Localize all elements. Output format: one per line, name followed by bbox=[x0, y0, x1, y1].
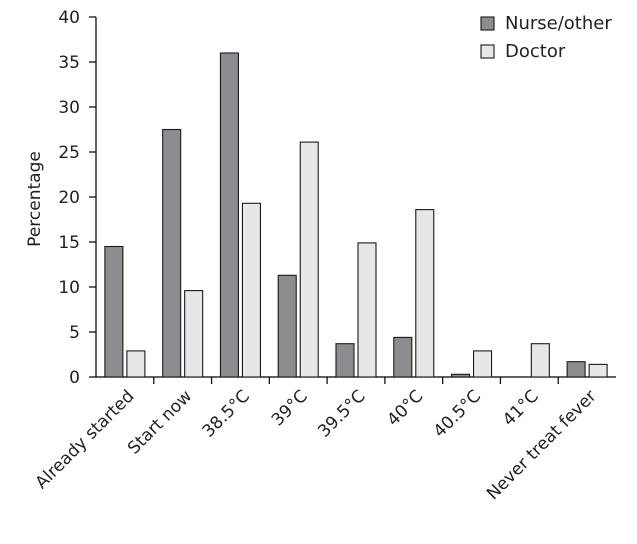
legend-label: Doctor bbox=[505, 41, 566, 62]
x-category-label: Already started bbox=[32, 386, 139, 493]
bar-doctor bbox=[126, 350, 146, 378]
bar-nurse-other bbox=[104, 245, 124, 378]
bar-doctor bbox=[357, 242, 377, 378]
y-tick-label: 35 bbox=[58, 53, 80, 73]
y-tick-label: 10 bbox=[58, 278, 80, 298]
y-axis-title: Percentage bbox=[25, 151, 45, 247]
legend-swatch bbox=[480, 16, 495, 31]
x-category-label: 38.5°C bbox=[199, 386, 254, 441]
bar-doctor bbox=[415, 209, 435, 378]
bar-doctor bbox=[530, 343, 550, 378]
x-category-label: 40.5°C bbox=[430, 386, 485, 441]
legend-swatch bbox=[480, 44, 495, 59]
bar-nurse-other bbox=[566, 361, 586, 378]
bar-nurse-other bbox=[219, 52, 239, 378]
x-category-label: 41°C bbox=[499, 386, 543, 430]
bar-doctor bbox=[299, 141, 319, 378]
legend: Nurse/other Doctor bbox=[480, 13, 612, 62]
bar-nurse-other bbox=[162, 128, 182, 378]
x-category-label: 40°C bbox=[383, 386, 427, 430]
bar-doctor bbox=[184, 290, 204, 378]
x-category-label: Never treat fever bbox=[483, 386, 601, 504]
bar-nurse-other bbox=[393, 336, 413, 378]
y-tick-label: 15 bbox=[58, 233, 80, 253]
bar-doctor bbox=[588, 363, 608, 378]
bar-nurse-other bbox=[451, 373, 471, 378]
bar-nurse-other bbox=[335, 343, 355, 378]
bar-doctor bbox=[241, 202, 261, 378]
y-tick-label: 5 bbox=[69, 323, 80, 343]
bars bbox=[104, 52, 608, 378]
legend-label: Nurse/other bbox=[505, 13, 612, 34]
bar-doctor bbox=[473, 350, 493, 378]
y-tick-label: 40 bbox=[58, 8, 80, 28]
y-axis: 0 5 10 15 20 25 30 35 40 bbox=[58, 8, 97, 388]
y-tick-label: 20 bbox=[58, 188, 80, 208]
x-category-label: 39°C bbox=[268, 386, 312, 430]
y-tick-label: 0 bbox=[69, 368, 80, 388]
y-tick-label: 25 bbox=[58, 143, 80, 163]
x-category-label: 39.5°C bbox=[314, 386, 369, 441]
y-tick-label: 30 bbox=[58, 98, 80, 118]
bar-nurse-other bbox=[277, 274, 297, 378]
